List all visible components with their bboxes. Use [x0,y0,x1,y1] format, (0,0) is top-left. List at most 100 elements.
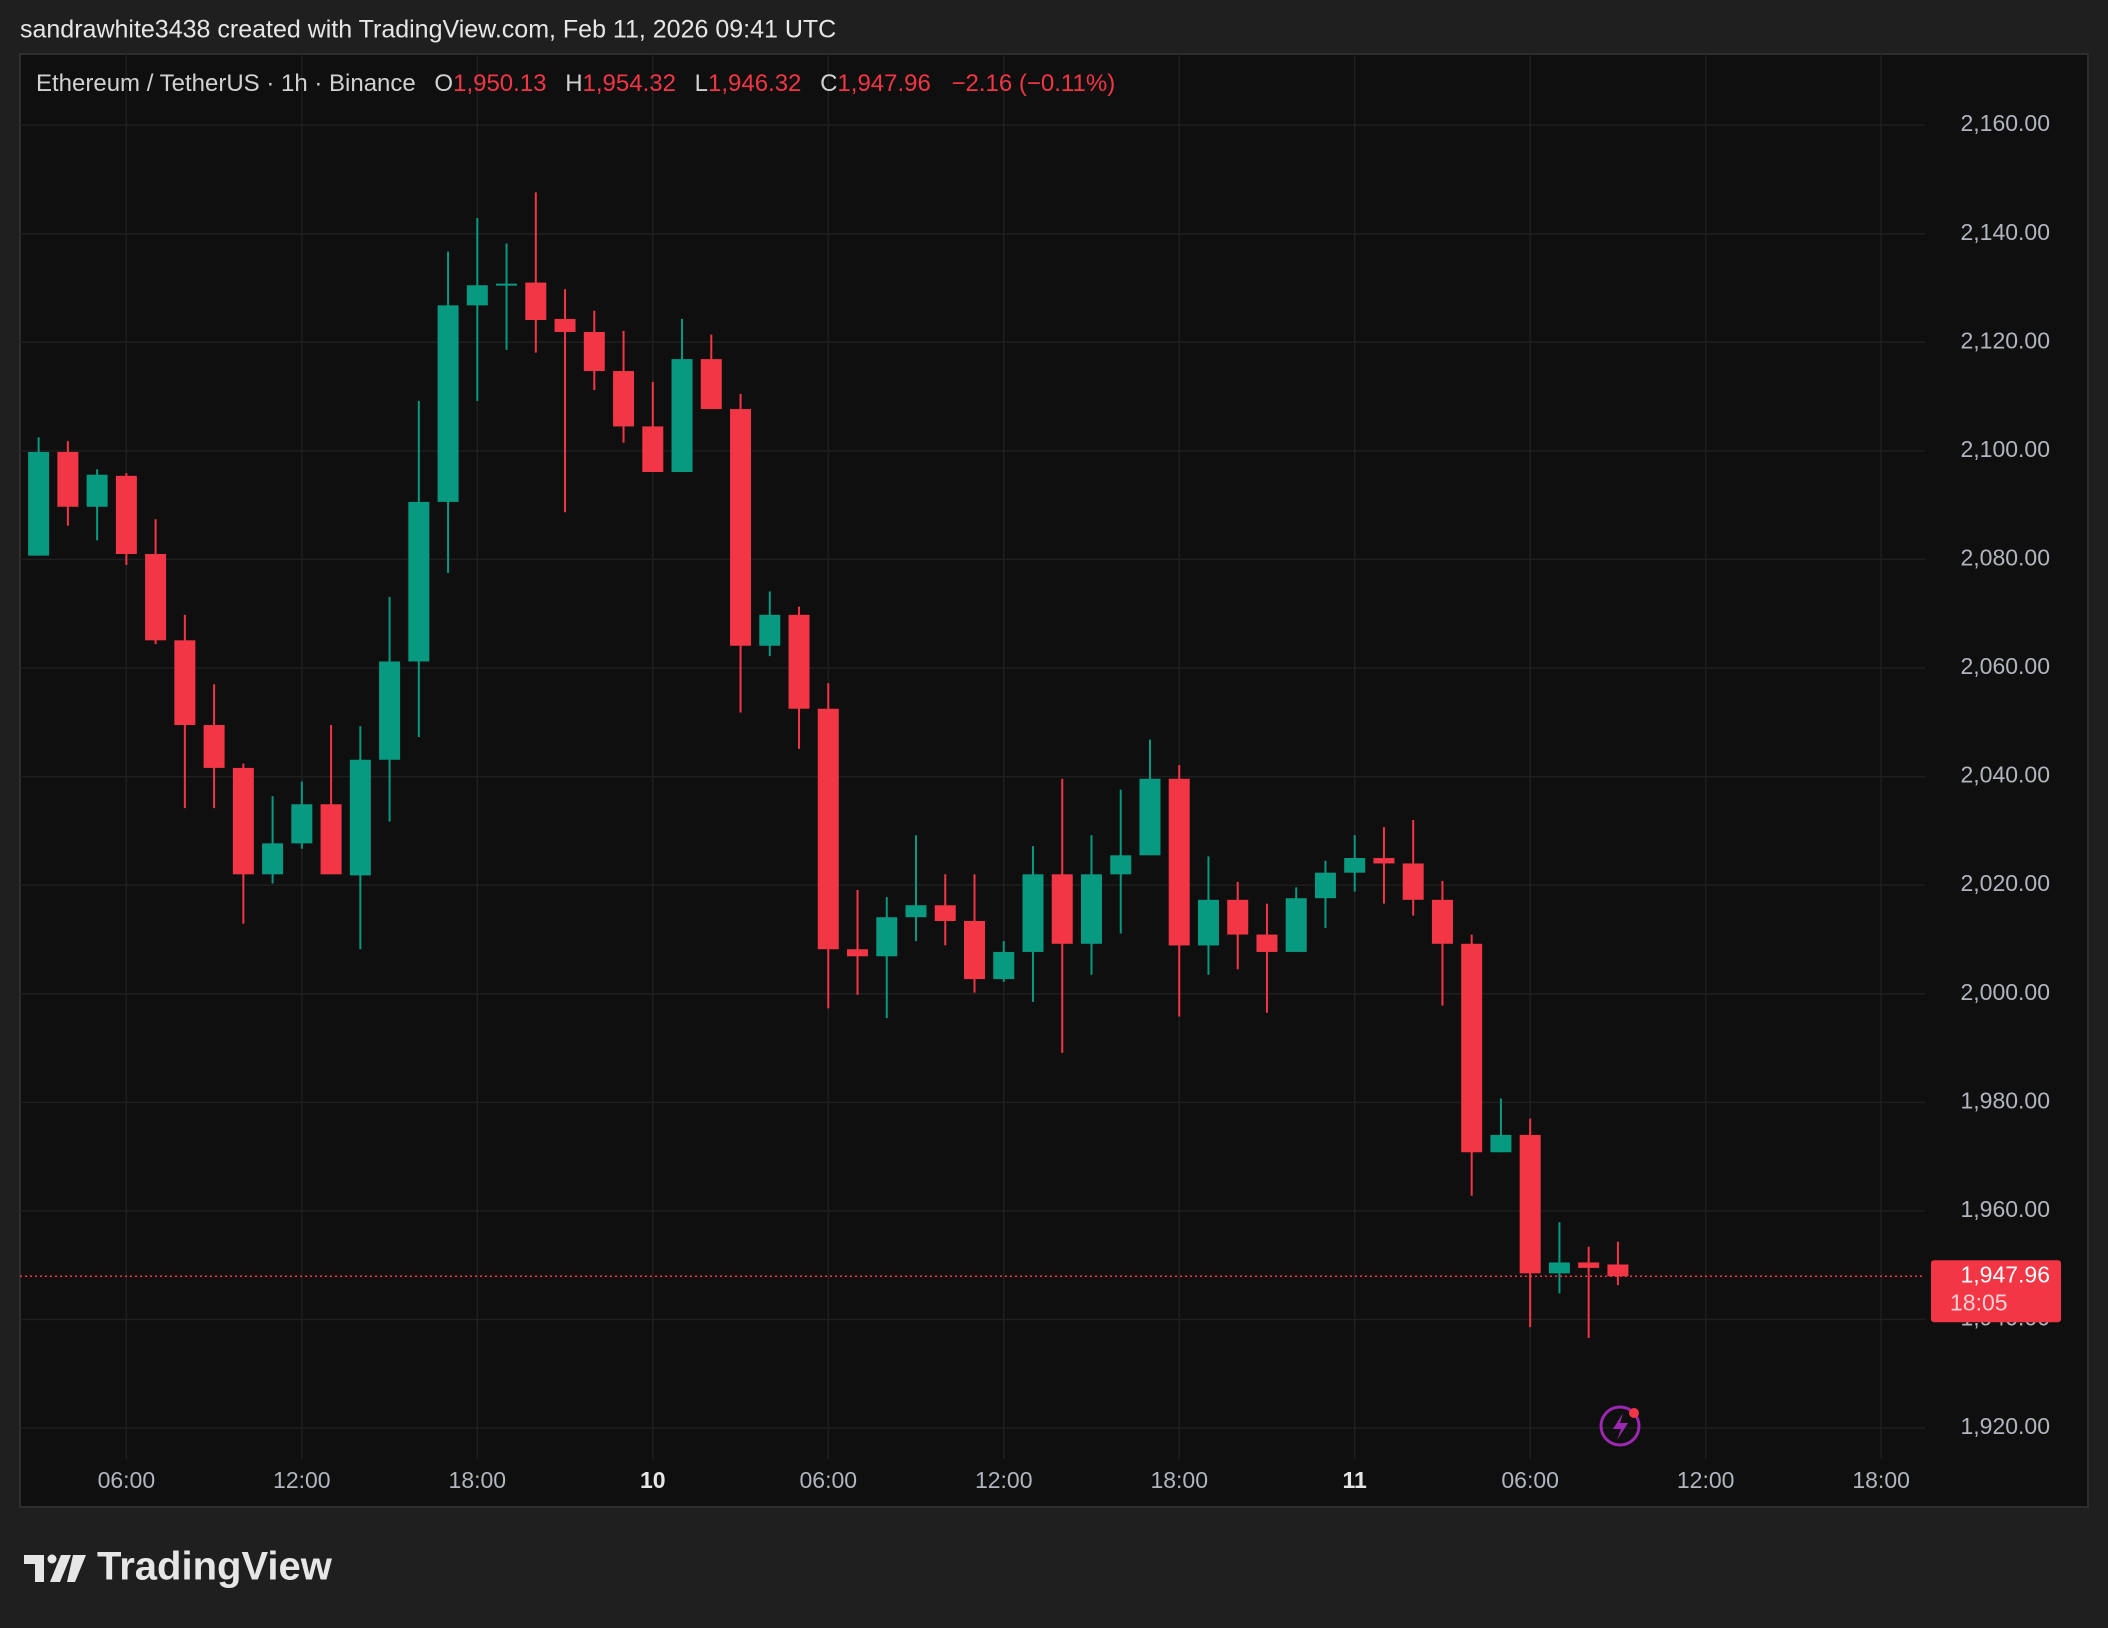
x-tick-label: 10 [640,1467,666,1493]
candle-body [788,614,810,709]
candle-body [57,451,79,507]
plot [20,192,1925,1338]
candle-body [554,318,576,332]
candle-body [1168,778,1190,946]
candle-body [349,759,371,876]
x-tick-label: 18:00 [449,1467,507,1493]
candle-body [115,475,137,555]
candle-body [847,949,869,957]
y-tick-label: 2,060.00 [1960,653,2050,679]
candle-body [1110,855,1132,875]
x-tick-label: 12:00 [273,1467,331,1493]
x-tick-label: 11 [1343,1467,1368,1493]
candle-body [1080,874,1102,944]
candle-body [1402,863,1424,900]
legend: Ethereum / TetherUS · 1h · Binance O1,95… [36,70,1115,97]
candle-body [1344,858,1366,873]
price-label: 1,947.96 [1960,1261,2050,1287]
candle-body [934,905,956,921]
close-label: C [820,70,837,97]
candle-body [1139,778,1161,856]
candle-body [1519,1134,1541,1274]
open-value: 1,950.13 [453,70,546,97]
candle-body [203,725,225,768]
grid [20,54,1925,1459]
candle-body [700,359,722,410]
candle-body [1373,858,1395,864]
high-value: 1,954.32 [583,70,676,97]
y-tick-label: 1,980.00 [1960,1087,2050,1113]
candle-body [730,409,752,646]
y-tick-label: 2,080.00 [1960,545,2050,571]
low-label: L [695,70,708,97]
y-tick-label: 2,000.00 [1960,979,2050,1005]
candle-body [525,282,547,321]
close-value: 1,947.96 [837,70,930,97]
change: −2.16 (−0.11%) [952,70,1116,97]
y-tick-label: 2,160.00 [1960,110,2050,136]
high-label: H [565,70,582,97]
candle-body [1578,1262,1600,1268]
y-tick-label: 2,020.00 [1960,870,2050,896]
alert-icon[interactable] [1599,1405,1641,1447]
candle-body [642,426,664,473]
y-tick-label: 2,140.00 [1960,219,2050,245]
candle-body [993,951,1015,980]
low-value: 1,946.32 [708,70,801,97]
y-tick-label: 2,120.00 [1960,327,2050,353]
candle-body [28,451,50,556]
brand-logo [24,1554,86,1582]
y-tick-label: 2,100.00 [1960,436,2050,462]
candle-body [759,614,781,646]
candle-body [1548,1262,1570,1274]
candle-body [964,920,985,980]
candle-body [1256,934,1278,952]
candle-body [262,843,284,875]
x-tick-label: 06:00 [1501,1467,1559,1493]
x-tick-label: 06:00 [98,1467,156,1493]
x-tick-label: 12:00 [975,1467,1033,1493]
candle-body [876,917,898,957]
candle-body [1051,874,1073,944]
candle-body [379,661,401,760]
candle-body [1197,899,1219,946]
countdown: 18:05 [1950,1289,2008,1315]
price-label-box [1931,1260,2061,1323]
candle-body [174,640,196,726]
candle-body [1607,1264,1629,1277]
candle-body [905,905,927,918]
x-tick-label: 18:00 [1150,1467,1208,1493]
candle-body [1490,1134,1512,1153]
y-tick-label: 1,960.00 [1960,1196,2050,1222]
candle-body [1431,899,1453,944]
candle-body [1227,899,1249,935]
candle-body [86,474,108,507]
candle-body [1285,898,1307,952]
open-label: O [434,70,453,97]
candle-body [437,305,459,502]
symbol: Ethereum / TetherUS · 1h · Binance [36,70,416,97]
candle-body [1461,943,1483,1153]
attribution: sandrawhite3438 created with TradingView… [20,16,836,44]
candle-body [291,804,313,844]
y-tick-label: 1,920.00 [1960,1413,2050,1439]
x-tick-label: 18:00 [1852,1467,1910,1493]
y-tick-label: 2,040.00 [1960,762,2050,788]
candle-body [466,285,488,306]
candle-body [408,501,430,662]
candle-body [145,554,167,641]
x-tick-label: 06:00 [799,1467,857,1493]
candle-body [232,767,254,875]
candle-body [583,331,605,372]
candle-body [671,359,693,473]
candle-body [496,283,518,286]
candle-body [1022,874,1044,952]
candle-body [613,371,635,427]
brand-name: TradingView [97,1545,333,1589]
candle-body [817,708,839,950]
x-tick-label: 12:00 [1677,1467,1735,1493]
candle-body [320,804,342,875]
candle-body [1314,872,1336,899]
